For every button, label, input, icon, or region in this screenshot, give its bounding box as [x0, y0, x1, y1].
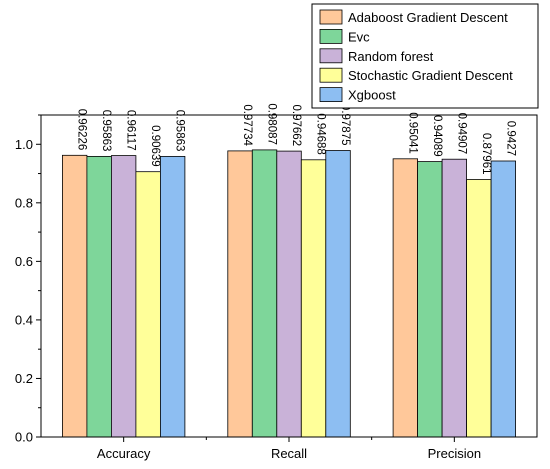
- data-label: 0.95041: [406, 112, 418, 154]
- data-label: 0.95863: [100, 110, 112, 152]
- bar: [86, 155, 112, 438]
- bar: [325, 150, 351, 438]
- data-label: 0.90639: [149, 125, 161, 167]
- bar: [466, 179, 492, 438]
- data-label: 0.9427: [504, 121, 516, 156]
- bar: [276, 150, 302, 438]
- y-tick-label: 1.0: [15, 137, 33, 152]
- bar: [417, 161, 443, 438]
- x-tick-label: Precision: [428, 446, 481, 461]
- y-tick-label: 0.0: [15, 430, 33, 445]
- data-label: 0.98087: [266, 103, 278, 145]
- data-label: 0.96117: [125, 110, 137, 151]
- legend-label: Xgboost: [348, 88, 396, 103]
- data-label: 0.96226: [76, 109, 88, 151]
- bar: [111, 155, 137, 438]
- bar: [159, 155, 186, 438]
- x-tick-label: Recall: [271, 446, 307, 461]
- legend-swatch: [319, 67, 343, 83]
- legend-swatch: [319, 9, 343, 25]
- axes-layer: Accuracy Recall Precision 0.0 0.2 0.4 0.6 0.8 1.…: [15, 114, 538, 461]
- data-label: 0.97734: [241, 104, 253, 146]
- bars-layer: [62, 149, 517, 438]
- y-tick-label: 0.6: [15, 254, 33, 269]
- bar: [490, 160, 517, 438]
- bar: [392, 158, 419, 438]
- y-tick-label: 0.4: [15, 312, 33, 327]
- legend-box: [311, 3, 539, 109]
- data-label: 0.94907: [455, 113, 467, 155]
- plot-frame: [40, 114, 538, 438]
- legend-label: Random forest: [348, 49, 434, 64]
- bar: [251, 149, 278, 438]
- legend-swatch: [319, 87, 343, 102]
- legend: Adaboost Gradient Descent Evc Random fores…: [311, 3, 539, 109]
- bar: [62, 154, 88, 438]
- data-label: 0.97662: [290, 105, 302, 147]
- bar: [300, 159, 327, 438]
- data-label: 0.97875: [339, 104, 351, 146]
- data-label: 0.94688: [315, 113, 327, 155]
- y-tick-label: 0.2: [15, 371, 33, 386]
- legend-label: Adaboost Gradient Descent: [348, 10, 508, 25]
- bar: [135, 171, 161, 438]
- data-label: 0.94089: [431, 115, 443, 157]
- legend-label: Stochastic Gradient Descent: [348, 68, 513, 83]
- legend-swatch: [319, 28, 343, 44]
- data-label: 0.95863: [174, 110, 186, 152]
- bar: [441, 158, 468, 438]
- bar: [227, 150, 253, 438]
- x-tick-label: Accuracy: [97, 446, 151, 461]
- legend-label: Evc: [348, 29, 370, 44]
- data-label: 0.87961: [480, 133, 492, 175]
- y-tick-label: 0.8: [15, 195, 33, 210]
- legend-swatch: [319, 48, 343, 64]
